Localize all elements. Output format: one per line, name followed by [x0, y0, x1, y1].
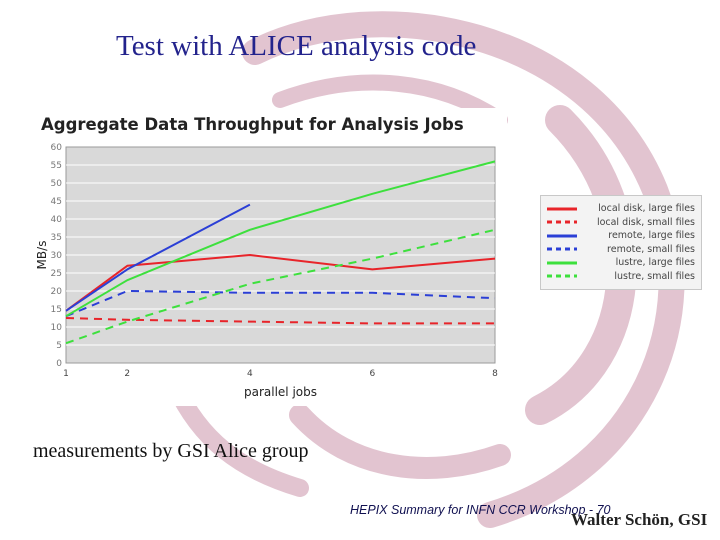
y-tick-label: 25: [51, 269, 62, 279]
chart-title: Aggregate Data Throughput for Analysis J…: [41, 115, 464, 134]
x-tick-label: 1: [63, 369, 69, 379]
y-tick-label: 45: [51, 197, 62, 207]
y-tick-label: 40: [51, 215, 63, 225]
chart-legend: local disk, large files local disk, small…: [540, 195, 702, 290]
legend-label: remote, large files: [608, 230, 695, 242]
y-tick-label: 55: [51, 161, 62, 171]
legend-item: lustre, large files: [545, 256, 697, 270]
series-line-5: [65, 160, 496, 318]
y-tick-label: 0: [56, 359, 62, 369]
measurement-caption: measurements by GSI Alice group: [33, 440, 309, 462]
legend-label: local disk, small files: [596, 216, 695, 228]
y-tick-label: 20: [51, 287, 63, 297]
legend-item: local disk, small files: [545, 216, 697, 230]
y-tick-label: 30: [51, 251, 63, 261]
legend-swatch: [547, 261, 577, 265]
legend-item: lustre, small files: [545, 270, 697, 284]
legend-label: lustre, large files: [615, 257, 695, 269]
legend-label: remote, small files: [607, 243, 695, 255]
x-axis-label: parallel jobs: [244, 385, 317, 399]
y-tick-label: 60: [51, 143, 63, 153]
y-tick-label: 15: [51, 305, 62, 315]
legend-swatch: [547, 220, 577, 224]
y-tick-label: 35: [51, 233, 62, 243]
series-line-4: [65, 290, 496, 318]
legend-swatch: [547, 274, 577, 278]
y-tick-label: 5: [56, 341, 62, 351]
legend-item: remote, large files: [545, 229, 697, 243]
legend-label: lustre, small files: [614, 270, 695, 282]
legend-label: local disk, large files: [598, 203, 695, 215]
x-tick-label: 8: [492, 369, 498, 379]
legend-swatch: [547, 234, 577, 238]
legend-item: local disk, large files: [545, 202, 697, 216]
legend-swatch: [547, 247, 577, 251]
slide-title: Test with ALICE analysis code: [116, 30, 477, 62]
x-tick-label: 4: [247, 369, 253, 379]
series-line-2: [65, 317, 495, 325]
y-axis-label: MB/s: [35, 241, 49, 270]
series-line-1: [65, 254, 496, 312]
x-tick-label: 2: [124, 369, 130, 379]
y-tick-label: 50: [51, 179, 63, 189]
series-line-3: [65, 203, 251, 312]
y-tick-label: 10: [51, 323, 63, 333]
legend-item: remote, small files: [545, 243, 697, 257]
series-line-6: [65, 228, 496, 345]
chart-panel: 0 5 10 15 20 25 30 35 40 45 50 55 60 1 2 4 6 8 parallel jo…: [33, 108, 507, 406]
legend-swatch: [547, 207, 577, 211]
footer-text: HEPIX Summary for INFN CCR Workshop - 70: [350, 503, 611, 517]
x-tick-label: 6: [370, 369, 376, 379]
throughput-chart: 0 5 10 15 20 25 30 35 40 45 50 55 60 1 2 4 6 8 parallel jo…: [35, 143, 498, 399]
author-credit: Walter Schön, GSI: [571, 510, 708, 529]
